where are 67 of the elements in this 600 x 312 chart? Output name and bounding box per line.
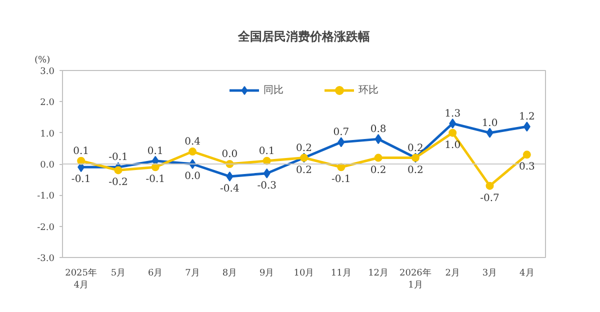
point — [338, 137, 345, 148]
point — [374, 154, 382, 162]
data-label: -0.1 — [71, 174, 91, 186]
data-label: 0.1 — [258, 146, 275, 157]
y-tick-label: -2.0 — [37, 222, 55, 233]
x-tick-label: 2月 — [445, 268, 460, 278]
data-label: 0.3 — [518, 162, 535, 173]
x-tick-label: 2026年 1月 — [400, 268, 432, 290]
data-label: 0.4 — [184, 136, 200, 148]
point — [523, 122, 530, 132]
data-label: 0.2 — [408, 164, 424, 176]
x-tick-label: 6月 — [148, 268, 163, 278]
data-label: -0.1 — [146, 174, 166, 186]
point — [77, 156, 86, 165]
data-label: 1.3 — [444, 108, 461, 120]
data-label: -0.3 — [257, 180, 276, 192]
point — [522, 150, 531, 159]
data-label: 0.7 — [333, 127, 350, 138]
legend-label: 环比 — [358, 84, 378, 97]
point — [448, 128, 457, 137]
point — [262, 156, 271, 165]
x-tick-label: 10月 — [294, 268, 314, 278]
x-tick-label: 3月 — [482, 268, 498, 278]
y-tick-label: -3.0 — [37, 254, 55, 264]
chart-title: 全国居民消费价格涨跌幅 — [237, 30, 370, 44]
point — [486, 128, 494, 138]
point — [486, 182, 494, 190]
data-label: 1.0 — [482, 118, 498, 129]
x-tick-label: 9月 — [259, 268, 274, 278]
x-tick-label: 7月 — [185, 268, 200, 278]
y-tick-label: -1.0 — [37, 192, 55, 202]
y-tick-label: 1.0 — [40, 129, 55, 140]
x-tick-label: 5月 — [110, 268, 126, 278]
point — [114, 166, 122, 174]
data-label: -0.1 — [108, 152, 128, 164]
data-label: -0.4 — [220, 183, 240, 194]
y-tick-label: 0.0 — [40, 160, 55, 170]
data-label: -0.1 — [332, 174, 351, 186]
data-label: 0.2 — [296, 164, 312, 176]
x-tick-label: 4月 — [520, 268, 534, 278]
point — [226, 171, 234, 182]
point — [337, 163, 346, 172]
data-label: 0.2 — [370, 164, 386, 176]
data-label: 1.2 — [518, 112, 535, 123]
data-label: 0.2 — [296, 142, 312, 154]
point — [374, 134, 382, 144]
data-label: -0.2 — [108, 177, 128, 188]
data-label: 0.8 — [370, 124, 386, 136]
data-label: 0.1 — [147, 146, 164, 157]
y-tick-label: 3.0 — [40, 67, 55, 77]
point — [263, 168, 270, 178]
point — [449, 118, 456, 128]
y-tick-label: 2.0 — [40, 98, 55, 108]
x-tick-label: 8月 — [222, 268, 238, 278]
point — [151, 163, 160, 172]
point — [188, 148, 197, 156]
data-label: 0.1 — [73, 146, 90, 157]
x-tick-label: 11月 — [330, 268, 352, 278]
data-label: 1.0 — [444, 140, 461, 151]
data-label: 0.0 — [222, 149, 238, 160]
data-label: 0.2 — [408, 142, 424, 154]
y-axis-title: (%) — [34, 56, 50, 66]
x-tick-label: 12月 — [368, 268, 389, 278]
data-label: 0.0 — [184, 171, 200, 182]
legend-label: 同比 — [264, 84, 284, 97]
x-tick-label: 2025年 4月 — [65, 268, 98, 290]
data-label: -0.7 — [480, 192, 500, 204]
